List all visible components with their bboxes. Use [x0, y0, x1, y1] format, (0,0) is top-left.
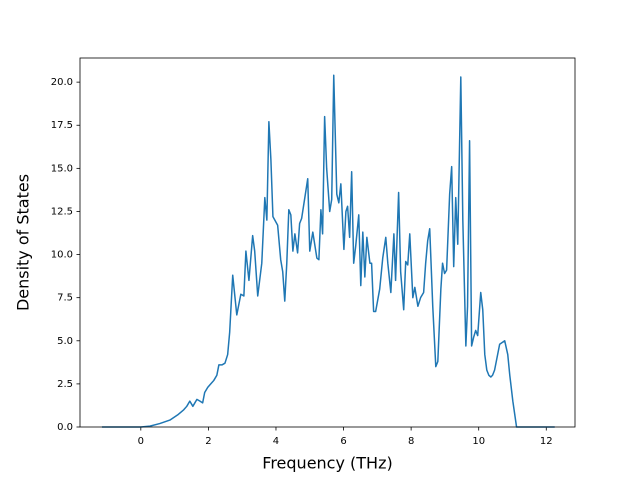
x-tick-label: 6	[340, 436, 346, 447]
x-tick-label: 8	[408, 436, 414, 447]
y-tick-label: 7.5	[57, 293, 73, 304]
x-tick-label: 12	[540, 436, 553, 447]
x-tick-label: 10	[472, 436, 485, 447]
plot-frame	[79, 57, 576, 428]
y-tick-label: 2.5	[57, 379, 73, 390]
y-tick-label: 20.0	[51, 77, 73, 88]
y-tick-label: 12.5	[51, 206, 73, 217]
y-tick-label: 0.0	[57, 422, 73, 433]
y-tick-label: 15.0	[51, 163, 73, 174]
x-tick-label: 0	[138, 436, 144, 447]
x-axis-label: Frequency (THz)	[262, 454, 392, 473]
x-tick-label: 4	[273, 436, 279, 447]
x-tick-label: 2	[205, 436, 211, 447]
y-tick-label: 5.0	[57, 336, 73, 347]
y-tick-label: 10.0	[51, 250, 73, 261]
y-tick-label: 17.5	[51, 120, 73, 131]
line-series	[101, 74, 555, 428]
y-axis-label: Density of States	[14, 174, 33, 311]
